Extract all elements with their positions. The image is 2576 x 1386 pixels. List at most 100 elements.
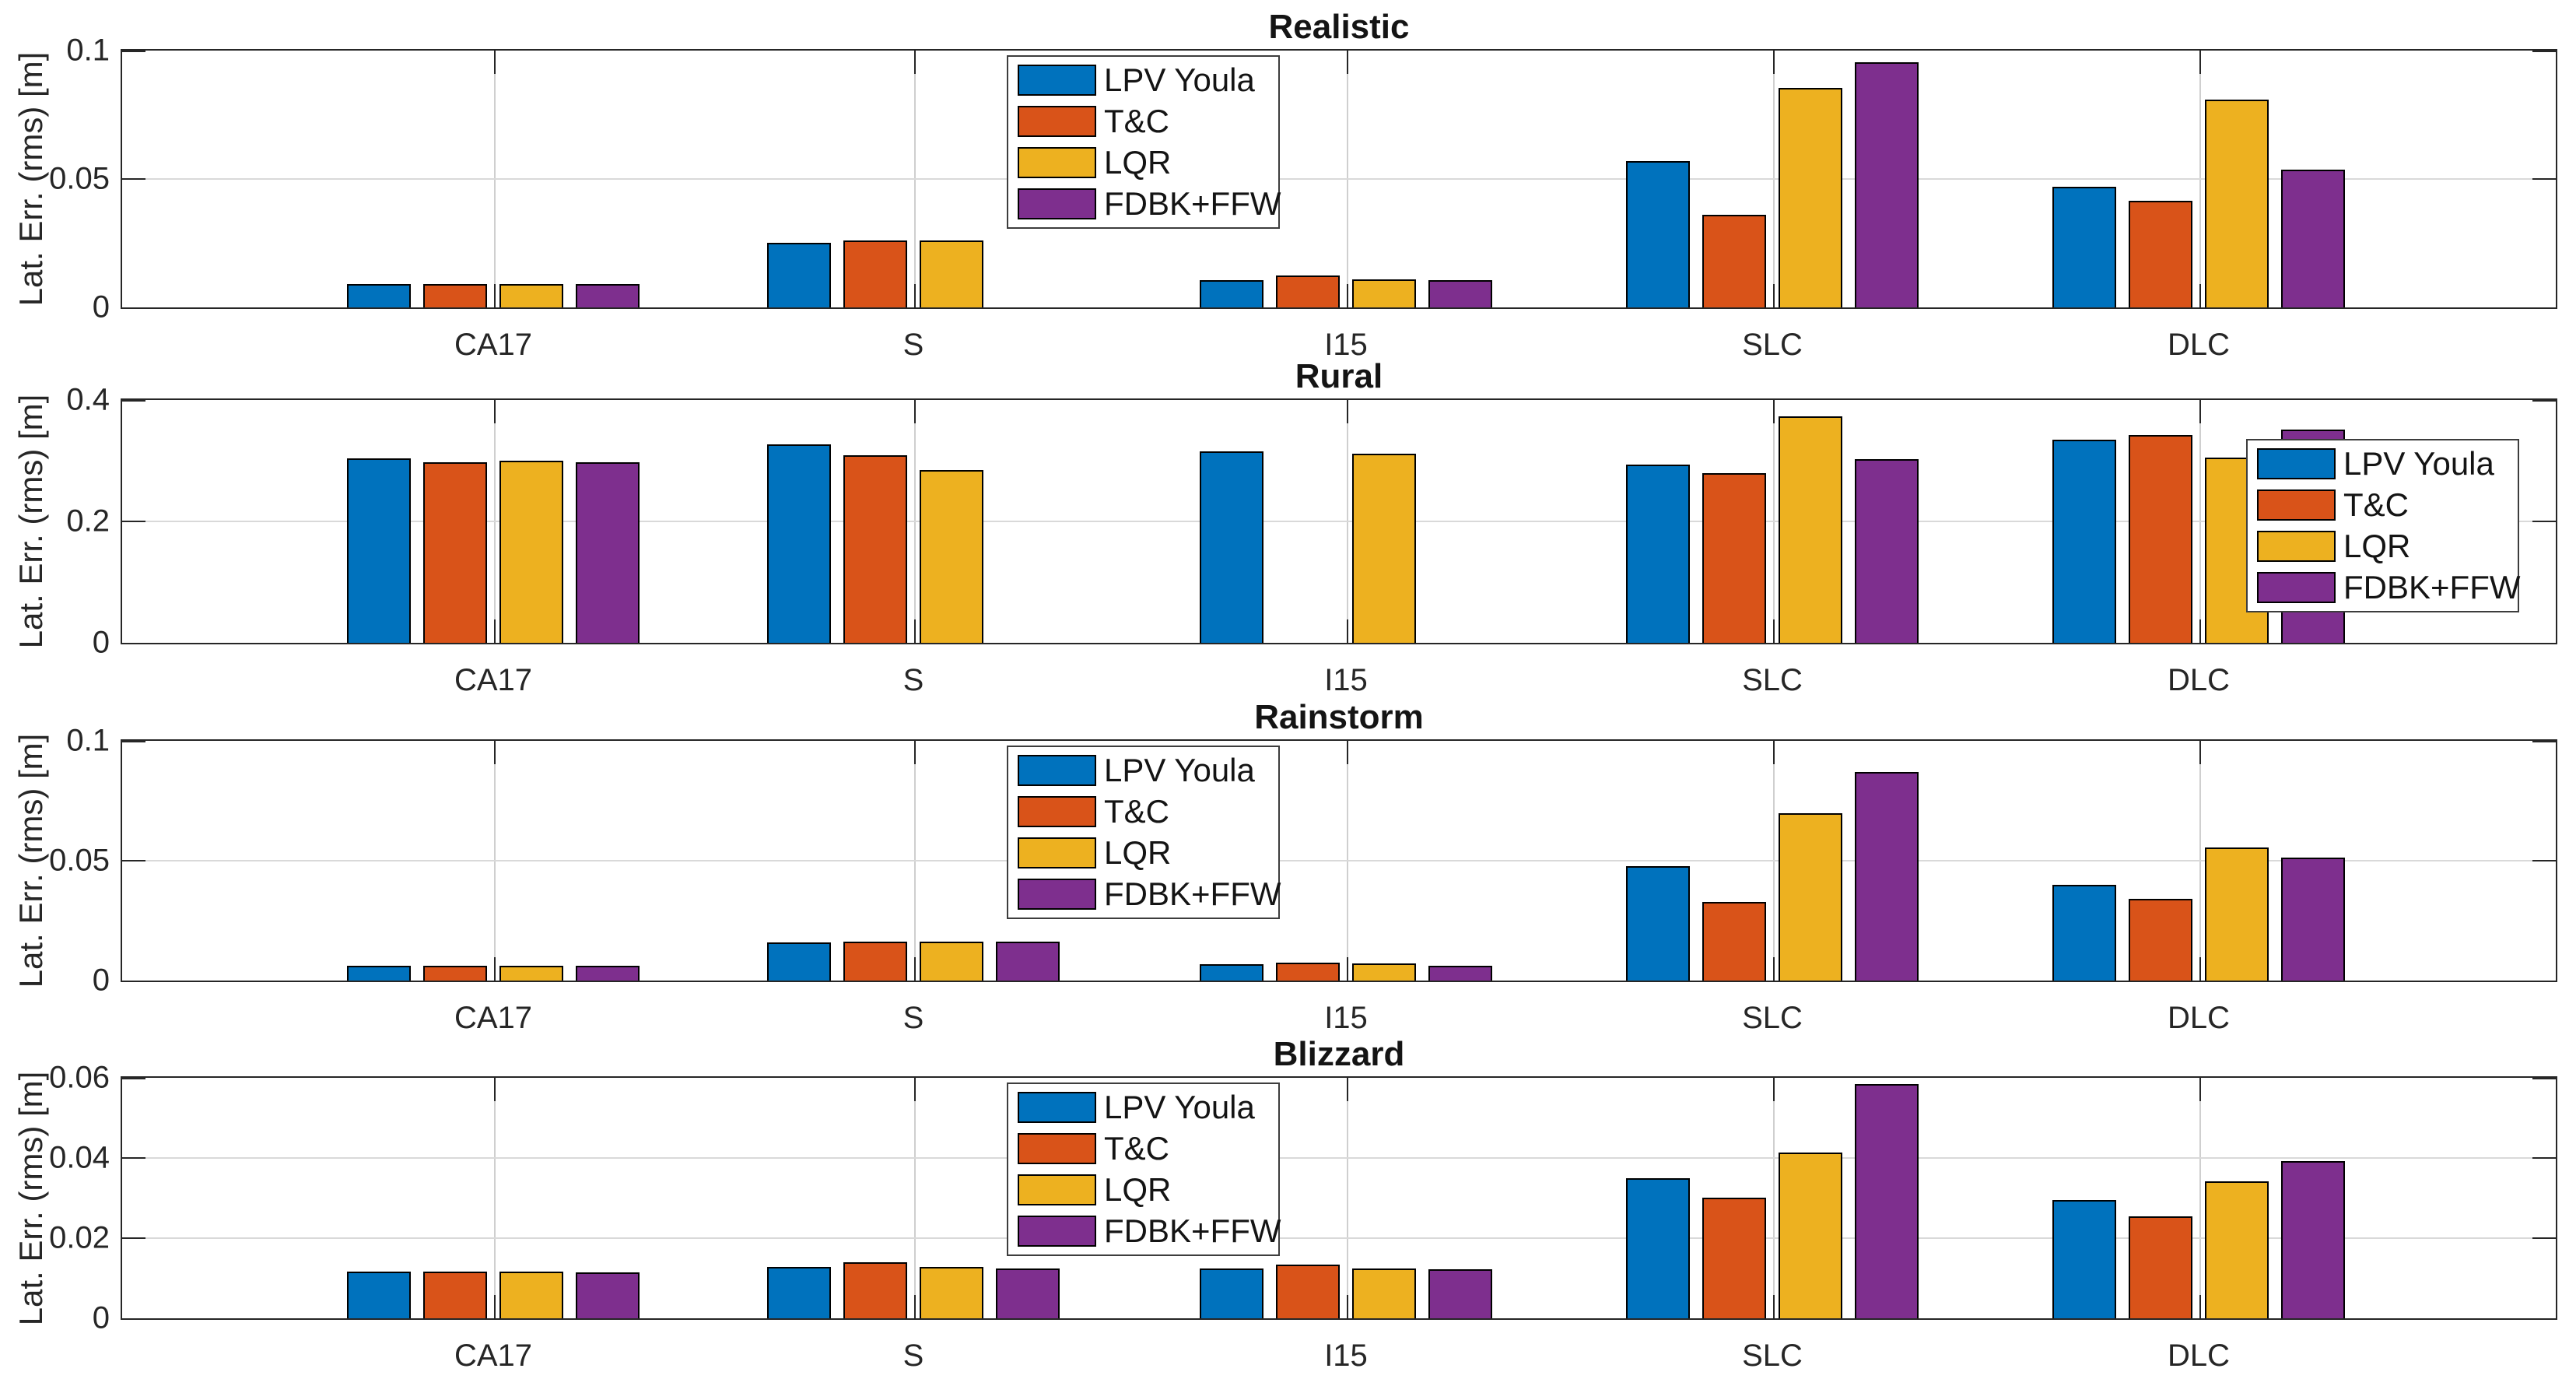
y-tick-mark-left: [122, 400, 145, 402]
x-tick-mark-bottom: [494, 619, 496, 643]
y-gridline: [122, 521, 2556, 522]
legend-swatch-icon: [1018, 1174, 1096, 1205]
x-tick-mark-bottom: [494, 957, 496, 981]
bar-lpv-youla-ca17: [347, 458, 411, 643]
legend-swatch-icon: [1018, 65, 1096, 96]
x-tick-mark-top: [1773, 400, 1775, 423]
x-tick-label-dlc: DLC: [2167, 1339, 2231, 1373]
x-tick-label-s: S: [902, 1001, 924, 1035]
bar-lpv-youla-slc: [1626, 465, 1690, 643]
y-tick-mark-left: [122, 51, 145, 52]
bar-lpv-youla-i15: [1200, 280, 1263, 307]
x-tick-mark-bottom: [914, 957, 916, 981]
bar-lpv-youla-s: [767, 942, 831, 981]
legend-label: LQR: [1104, 1171, 1172, 1208]
x-tick-mark-bottom: [1773, 957, 1775, 981]
x-tick-mark-top: [1773, 741, 1775, 764]
legend-label: T&C: [1104, 103, 1169, 139]
bar-fdbk-ffw-i15: [1428, 280, 1492, 307]
x-tick-mark-bottom: [2199, 619, 2201, 643]
bar-t-c-dlc: [2129, 899, 2192, 981]
plot-area-rural: LPV Youla T&C LQR FDBK+FFW: [121, 398, 2557, 644]
y-tick-label: 0.4: [66, 382, 110, 417]
x-tick-label-dlc: DLC: [2167, 663, 2231, 697]
legend-item-lqr: LQR: [1018, 1171, 1278, 1208]
bar-t-c-s: [843, 240, 907, 307]
legend-label: LQR: [1104, 144, 1172, 181]
x-tick-mark-top: [494, 741, 496, 764]
y-tick-mark-left: [122, 741, 145, 742]
bar-t-c-dlc: [2129, 1216, 2192, 1318]
bar-t-c-i15: [1276, 963, 1340, 981]
y-tick-mark-right: [2532, 400, 2556, 402]
y-tick-label: 0: [92, 625, 110, 660]
legend-item-t-c: T&C: [2257, 486, 2518, 523]
bar-t-c-i15: [1276, 1265, 1340, 1318]
x-tick-mark-bottom: [1773, 284, 1775, 307]
x-tick-mark-top: [494, 400, 496, 423]
x-tick-mark-top: [1773, 1078, 1775, 1101]
legend-swatch-icon: [2257, 489, 2336, 521]
y-tick-label: 0.06: [49, 1060, 110, 1095]
x-tick-label-slc: SLC: [1742, 1339, 1803, 1373]
bar-fdbk-ffw-i15: [1428, 1269, 1492, 1318]
x-tick-mark-bottom: [2199, 1295, 2201, 1318]
bar-lqr-slc: [1779, 416, 1842, 643]
legend-item-t-c: T&C: [1018, 103, 1278, 139]
legend: LPV Youla T&C LQR FDBK+FFW: [1007, 55, 1281, 229]
x-tick-label-i15: I15: [1324, 663, 1368, 697]
legend-swatch-icon: [2257, 531, 2336, 562]
y-gridline: [122, 1157, 2556, 1159]
bar-lqr-i15: [1352, 279, 1416, 307]
x-tick-mark-bottom: [914, 284, 916, 307]
y-tick-label: 0.1: [66, 33, 110, 68]
legend-swatch-icon: [1018, 188, 1096, 219]
bar-lpv-youla-s: [767, 444, 831, 643]
y-tick-mark-left: [122, 178, 145, 180]
legend-label: LPV Youla: [1104, 61, 1255, 98]
bar-lqr-s: [920, 240, 983, 307]
x-tick-label-slc: SLC: [1742, 1001, 1803, 1035]
plot-area-blizzard: LPV Youla T&C LQR FDBK+FFW: [121, 1076, 2557, 1320]
bar-lpv-youla-slc: [1626, 161, 1690, 307]
y-tick-label: 0.05: [49, 161, 110, 196]
legend-swatch-icon: [1018, 1216, 1096, 1247]
x-tick-mark-bottom: [2199, 284, 2201, 307]
x-tick-mark-top: [2199, 741, 2201, 764]
legend-item-t-c: T&C: [1018, 1130, 1278, 1167]
bar-fdbk-ffw-slc: [1855, 62, 1919, 307]
bar-lpv-youla-s: [767, 1267, 831, 1318]
x-tick-label-i15: I15: [1324, 1001, 1368, 1035]
bar-t-c-ca17: [423, 1272, 487, 1318]
y-tick-mark-left: [122, 1078, 145, 1079]
legend-item-lpv-youla: LPV Youla: [1018, 752, 1278, 788]
bar-t-c-i15: [1276, 275, 1340, 307]
chart-title-rural: Rural: [1295, 357, 1383, 395]
bar-lqr-ca17: [499, 461, 563, 643]
legend: LPV Youla T&C LQR FDBK+FFW: [2246, 439, 2521, 612]
y-tick-mark-right: [2532, 1157, 2556, 1159]
chart-title-realistic: Realistic: [1268, 8, 1410, 46]
legend-label: LPV Youla: [2343, 445, 2494, 482]
x-tick-mark-top: [1347, 741, 1348, 764]
y-tick-mark-left: [122, 1237, 145, 1239]
legend: LPV Youla T&C LQR FDBK+FFW: [1007, 746, 1281, 919]
legend-label: T&C: [2343, 486, 2409, 523]
bar-lqr-i15: [1352, 1268, 1416, 1318]
x-tick-mark-bottom: [1773, 619, 1775, 643]
x-gridline: [2199, 1078, 2201, 1318]
legend-label: LPV Youla: [1104, 752, 1255, 788]
y-tick-mark-right: [2532, 1078, 2556, 1079]
x-tick-label-i15: I15: [1324, 328, 1368, 362]
bar-fdbk-ffw-ca17: [576, 284, 640, 307]
legend-swatch-icon: [1018, 1133, 1096, 1164]
y-gridline: [122, 860, 2556, 861]
legend-item-lqr: LQR: [1018, 144, 1278, 181]
bar-lpv-youla-dlc: [2052, 187, 2116, 307]
x-tick-mark-top: [2199, 400, 2201, 423]
bar-t-c-dlc: [2129, 435, 2192, 643]
bar-lqr-ca17: [499, 284, 563, 307]
chart-title-rainstorm: Rainstorm: [1254, 698, 1424, 736]
